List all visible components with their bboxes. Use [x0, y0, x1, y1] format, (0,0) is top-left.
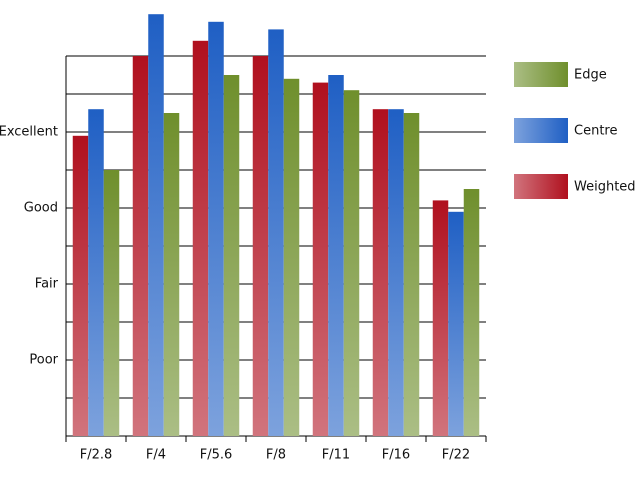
x-tick-label: F/22	[442, 448, 470, 463]
bar	[328, 75, 344, 436]
bar	[268, 29, 284, 437]
y-tick-label: Poor	[29, 353, 58, 368]
bar	[372, 109, 389, 436]
legend-label: Weighted	[574, 180, 636, 195]
bar	[163, 113, 180, 436]
x-tick-label: F/11	[322, 448, 350, 463]
y-tick-label: Excellent	[0, 125, 58, 140]
x-tick-label: F/8	[266, 448, 286, 463]
bar	[192, 40, 209, 437]
legend-swatch	[514, 174, 568, 199]
bar	[252, 56, 269, 436]
bar	[403, 113, 420, 436]
legend-label: Edge	[574, 68, 607, 83]
x-tick-label: F/5.6	[200, 448, 233, 463]
bar	[72, 135, 89, 437]
x-tick-label: F/2.8	[80, 448, 113, 463]
bar	[388, 109, 404, 436]
bar	[208, 21, 224, 437]
legend-swatch	[514, 62, 568, 87]
bar	[463, 189, 480, 436]
y-tick-label: Good	[24, 201, 58, 216]
legend-label: Centre	[574, 124, 617, 139]
x-tick-label: F/4	[146, 448, 166, 463]
bar	[103, 170, 120, 436]
bar	[88, 109, 104, 436]
bar	[223, 75, 240, 436]
bar	[312, 82, 329, 436]
bar	[132, 56, 149, 436]
bar	[432, 200, 449, 436]
legend-swatch	[514, 118, 568, 143]
bar	[283, 78, 300, 437]
bar	[343, 90, 360, 436]
bar	[148, 14, 164, 436]
bar	[448, 211, 464, 436]
x-tick-label: F/16	[382, 448, 410, 463]
y-tick-label: Fair	[35, 277, 59, 292]
